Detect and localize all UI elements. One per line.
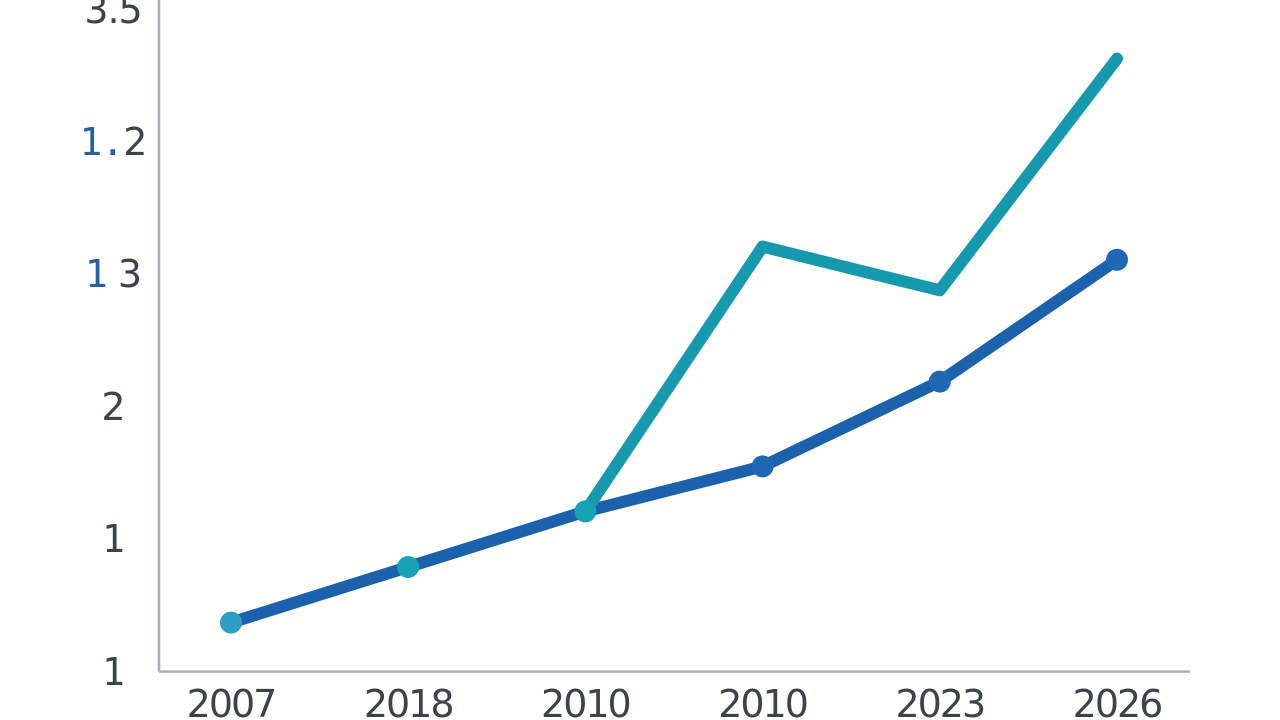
y-tick-label: 1 3 [84, 252, 142, 297]
data-point-marker [928, 370, 951, 393]
y-tick-label: 2 [101, 384, 125, 429]
x-tick-label: 2007 [186, 682, 278, 720]
x-tick-label: 2026 [1072, 682, 1164, 720]
y-tick-label: 1 [102, 517, 125, 562]
x-tick-label: 2010 [718, 682, 809, 720]
y-tick-label: 1.2 [79, 120, 148, 164]
data-point-marker [1106, 248, 1128, 271]
y-tick-label-part: 1 [102, 649, 125, 694]
axis-lines [157, 0, 1190, 673]
data-point-marker [751, 455, 774, 478]
y-tick-label-part: 1. [79, 120, 125, 164]
y-tick-label: 1 [102, 649, 125, 694]
y-tick-label-part: 1 [102, 517, 125, 562]
data-point-marker [574, 500, 597, 523]
y-tick-label-part: 2 [123, 120, 147, 164]
series-blue-line [225, 253, 1123, 629]
y-tick-label-part: 1 [84, 252, 108, 297]
y-tick-label: 3.5 [84, 0, 142, 32]
x-tick-label: 2010 [541, 682, 632, 720]
data-point-marker [397, 556, 420, 578]
data-point-marker [220, 611, 242, 634]
y-tick-label-part: 2 [101, 384, 125, 429]
x-tick-label: 2023 [895, 682, 986, 720]
series-teal-line [579, 52, 1123, 518]
y-tick-label-part: 3.5 [84, 0, 142, 32]
y-tick-label-part: 3 [106, 252, 142, 297]
x-tick-label: 2018 [363, 682, 455, 720]
